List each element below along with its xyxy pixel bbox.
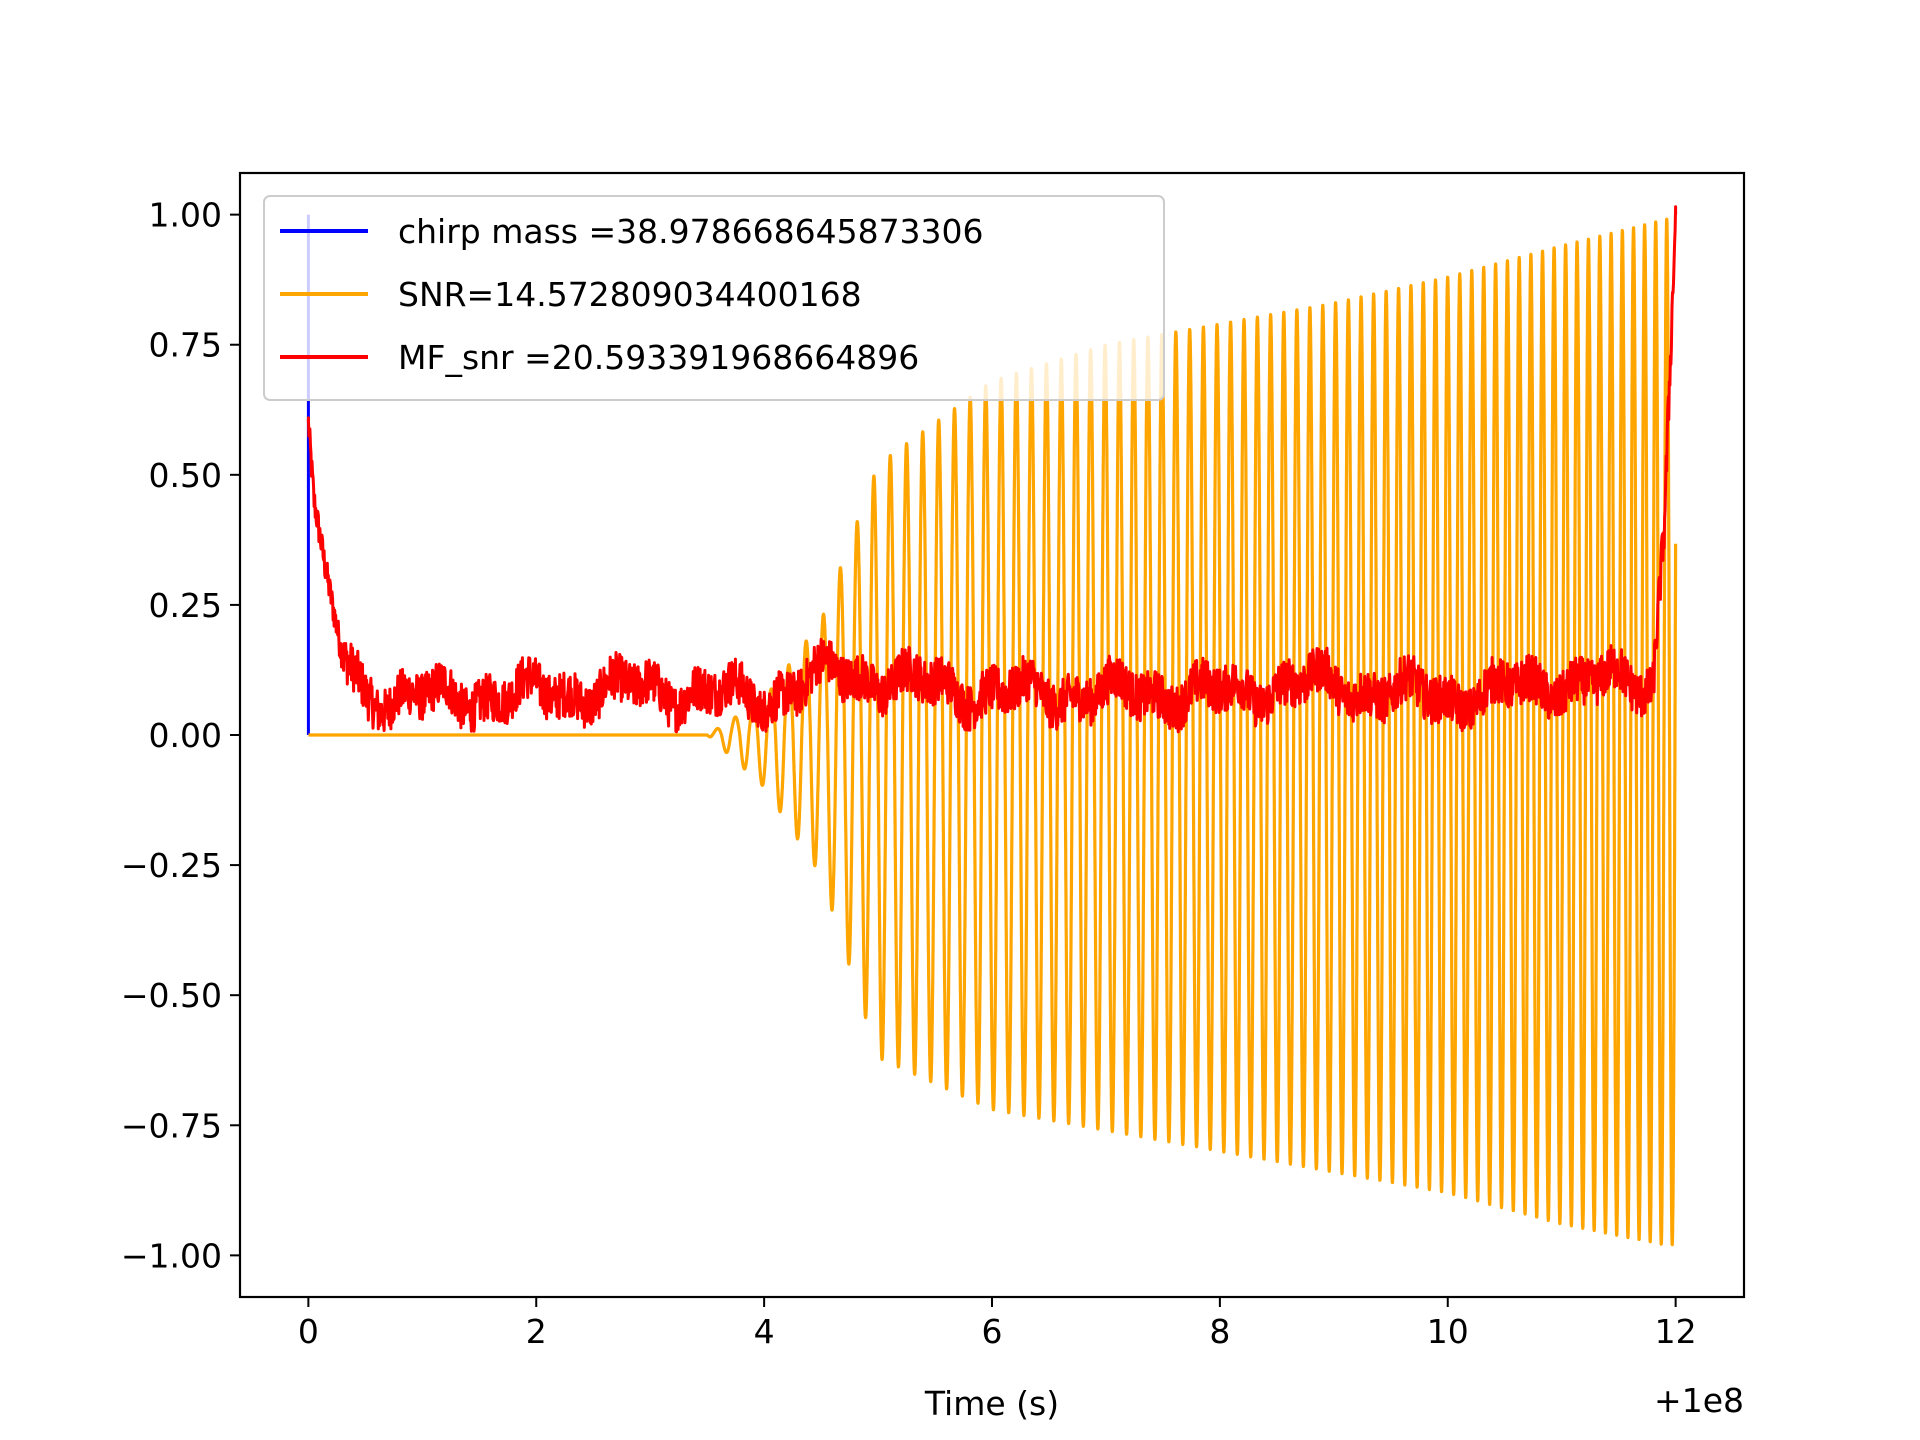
y-tick-label: 0.75 (149, 326, 222, 365)
x-tick-label: 10 (1427, 1312, 1469, 1351)
series-line-snr (306, 217, 1678, 1247)
legend-box (263, 195, 1165, 401)
x-tick-label: 0 (298, 1312, 319, 1351)
series-line-mf-snr (306, 205, 1678, 734)
legend-label: MF_snr =20.593391968664896 (398, 338, 919, 377)
y-tick-label: 0.25 (149, 586, 222, 625)
x-axis-label: Time (s) (924, 1384, 1059, 1423)
legend-label: SNR=14.572809034400168 (398, 275, 862, 314)
x-tick-label: 4 (754, 1312, 775, 1351)
x-tick-label: 12 (1655, 1312, 1697, 1351)
x-offset-label: +1e8 (1654, 1381, 1744, 1420)
y-tick-label: 0.00 (149, 716, 222, 755)
y-tick-label: −0.25 (121, 846, 222, 885)
y-tick-label: −0.50 (121, 976, 222, 1015)
x-tick-label: 8 (1209, 1312, 1230, 1351)
legend-label: chirp mass =38.978668645873306 (398, 212, 984, 251)
x-tick-label: 2 (526, 1312, 547, 1351)
x-tick-label: 6 (982, 1312, 1003, 1351)
y-tick-label: −0.75 (121, 1106, 222, 1145)
y-tick-label: 1.00 (149, 196, 222, 235)
y-tick-label: −1.00 (121, 1236, 222, 1275)
y-tick-label: 0.50 (149, 456, 222, 495)
